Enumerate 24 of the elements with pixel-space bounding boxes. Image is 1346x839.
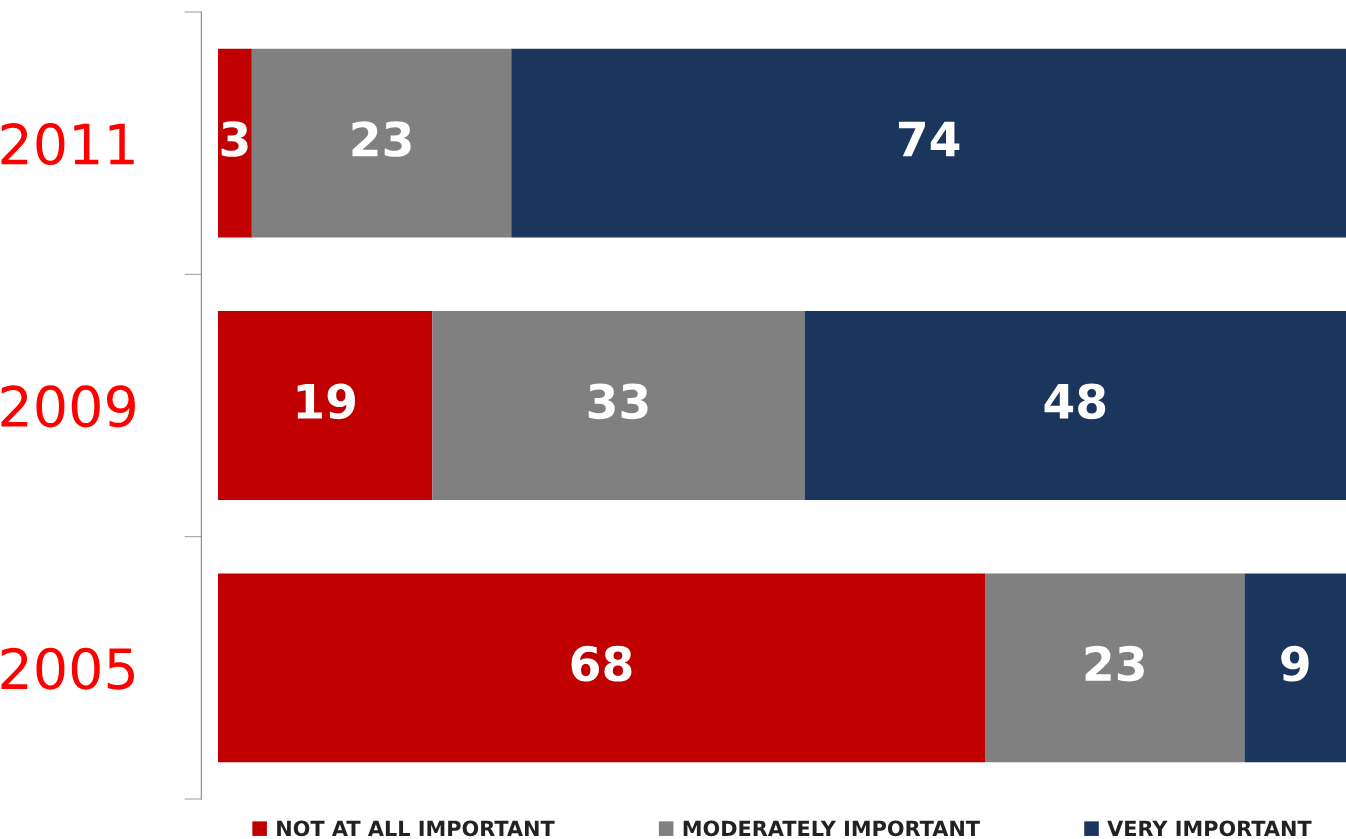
bar bbox=[218, 573, 986, 763]
data-label: 19 bbox=[297, 383, 355, 420]
y-tick-label: 2005 bbox=[1, 647, 134, 690]
bar bbox=[985, 573, 1245, 763]
y-tick-label: 2011 bbox=[1, 123, 134, 166]
data-label: 68 bbox=[571, 645, 632, 682]
bar bbox=[511, 48, 1346, 238]
legend-label: VERY IMPORTANT bbox=[1107, 820, 1312, 837]
data-label: 23 bbox=[352, 121, 411, 157]
data-label: 48 bbox=[1044, 383, 1106, 420]
bar bbox=[218, 311, 433, 500]
bar bbox=[1244, 573, 1346, 763]
data-label: 23 bbox=[1085, 645, 1144, 682]
data-label: 3 bbox=[221, 121, 248, 157]
data-label: 33 bbox=[588, 383, 648, 420]
bar bbox=[432, 311, 805, 500]
bar bbox=[251, 48, 512, 238]
data-label: 9 bbox=[1281, 645, 1309, 682]
bar bbox=[804, 311, 1346, 500]
legend-label: MODERATELY IMPORTANT bbox=[683, 820, 980, 837]
data-label: 74 bbox=[898, 121, 960, 157]
y-tick-label: 2009 bbox=[1, 385, 135, 428]
bar bbox=[218, 48, 252, 238]
legend-label: NOT AT ALL IMPORTANT bbox=[277, 820, 555, 837]
